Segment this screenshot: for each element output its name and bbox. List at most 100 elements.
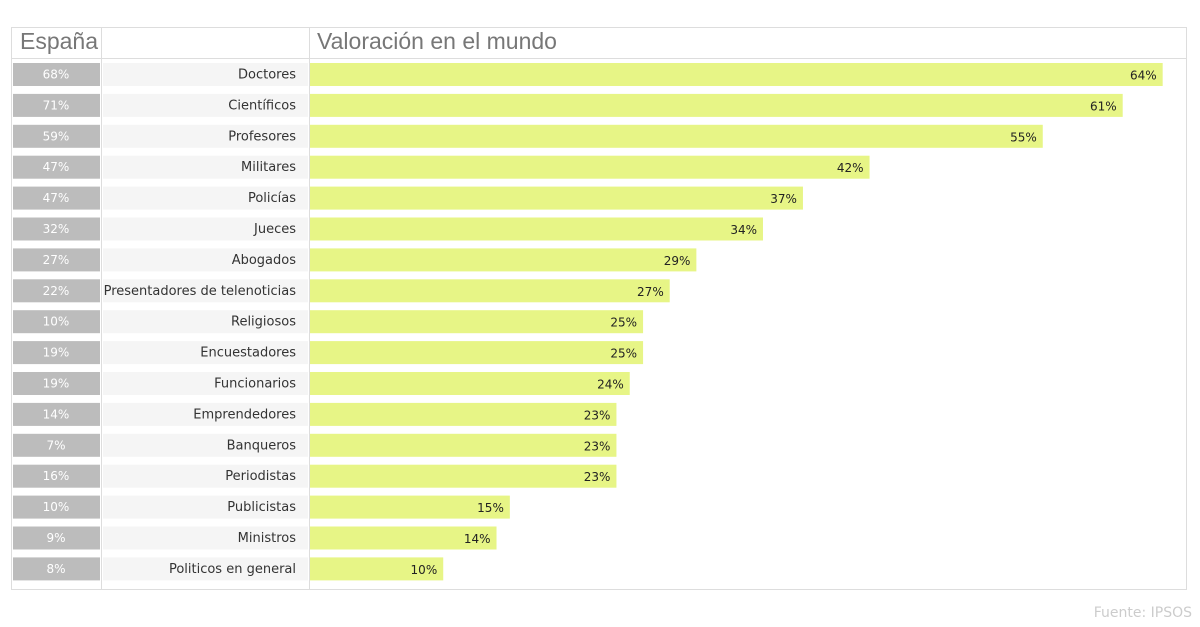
category-label: Publicistas — [227, 500, 296, 515]
value-label: 61% — [1090, 99, 1117, 113]
spain-label: 47% — [43, 191, 70, 205]
spain-box — [13, 310, 100, 334]
value-label: 23% — [584, 439, 611, 453]
value-label: 25% — [610, 347, 637, 361]
spain-label: 47% — [43, 160, 70, 174]
spain-header: España — [20, 28, 98, 54]
value-label: 25% — [610, 316, 637, 330]
category-band — [103, 248, 308, 272]
bar — [310, 279, 670, 303]
spain-box — [13, 372, 100, 395]
bar — [310, 217, 763, 241]
bar — [310, 557, 444, 581]
bar — [310, 402, 617, 426]
category-band — [103, 341, 308, 365]
bar — [310, 186, 803, 210]
category-label: Doctores — [238, 68, 296, 83]
value-label: 55% — [1010, 130, 1037, 144]
category-label: Científicos — [228, 98, 296, 113]
bar — [310, 63, 1163, 86]
value-label: 23% — [584, 408, 611, 422]
spain-box — [13, 402, 100, 426]
bar — [310, 433, 617, 457]
spain-label: 59% — [43, 129, 70, 143]
category-band — [103, 217, 308, 241]
bar — [310, 526, 497, 550]
value-label: 15% — [477, 501, 504, 515]
chart-title: Valoración en el mundo — [317, 28, 557, 54]
spain-label: 19% — [43, 346, 70, 360]
spain-box — [13, 124, 100, 148]
spain-label: 22% — [43, 284, 70, 298]
spain-label: 68% — [43, 68, 70, 82]
spain-label: 16% — [43, 469, 70, 483]
spain-label: 71% — [43, 98, 70, 112]
category-band — [103, 63, 308, 86]
spain-box — [13, 186, 100, 210]
bar — [310, 372, 630, 395]
category-band — [103, 279, 308, 303]
bar — [310, 341, 644, 365]
bar — [310, 248, 697, 272]
value-label: 23% — [584, 470, 611, 484]
spain-box — [13, 93, 100, 117]
category-band — [103, 372, 308, 395]
category-label: Abogados — [232, 253, 297, 268]
category-band — [103, 93, 308, 117]
category-band — [103, 433, 308, 457]
category-label: Periodistas — [225, 469, 296, 484]
spain-box — [13, 433, 100, 457]
value-label: 27% — [637, 285, 664, 299]
category-label: Presentadores de telenoticias — [104, 284, 297, 299]
category-label: Religiosos — [231, 315, 296, 330]
category-label: Ministros — [238, 531, 297, 546]
spain-box — [13, 248, 100, 272]
spain-box — [13, 63, 100, 86]
value-label: 64% — [1130, 69, 1157, 83]
spain-box — [13, 279, 100, 303]
category-band — [103, 310, 308, 334]
bar — [310, 93, 1123, 117]
spain-label: 9% — [46, 531, 65, 545]
category-band — [103, 124, 308, 148]
category-label: Banqueros — [227, 438, 297, 453]
category-band — [103, 526, 308, 550]
spain-label: 8% — [46, 562, 65, 576]
spain-label: 32% — [43, 222, 70, 236]
category-label: Politicos en general — [169, 562, 296, 577]
value-label: 34% — [730, 223, 757, 237]
spain-box — [13, 155, 100, 179]
spain-label: 7% — [46, 438, 65, 452]
value-label: 42% — [837, 161, 864, 175]
value-label: 10% — [411, 563, 438, 577]
bar — [310, 310, 644, 334]
category-band — [103, 186, 308, 210]
spain-box — [13, 464, 100, 488]
spain-label: 19% — [43, 377, 70, 391]
source: Fuente: IPSOS — [1094, 605, 1192, 621]
value-label: 24% — [597, 378, 624, 392]
bar — [310, 464, 617, 488]
spain-box — [13, 526, 100, 550]
category-label: Jueces — [253, 222, 296, 237]
spain-box — [13, 557, 100, 581]
spain-label: 27% — [43, 253, 70, 267]
bar — [310, 124, 1043, 148]
spain-box — [13, 495, 100, 519]
value-label: 37% — [770, 192, 797, 206]
category-band — [103, 155, 308, 179]
category-label: Policías — [248, 191, 296, 206]
frame — [11, 27, 1187, 590]
category-band — [103, 402, 308, 426]
category-band — [103, 464, 308, 488]
bar — [310, 155, 870, 179]
spain-label: 14% — [43, 407, 70, 421]
spain-label: 10% — [43, 500, 70, 514]
category-label: Emprendedores — [193, 407, 296, 422]
spain-box — [13, 341, 100, 365]
spain-label: 10% — [43, 315, 70, 329]
category-band — [103, 557, 308, 581]
category-label: Funcionarios — [214, 377, 296, 392]
